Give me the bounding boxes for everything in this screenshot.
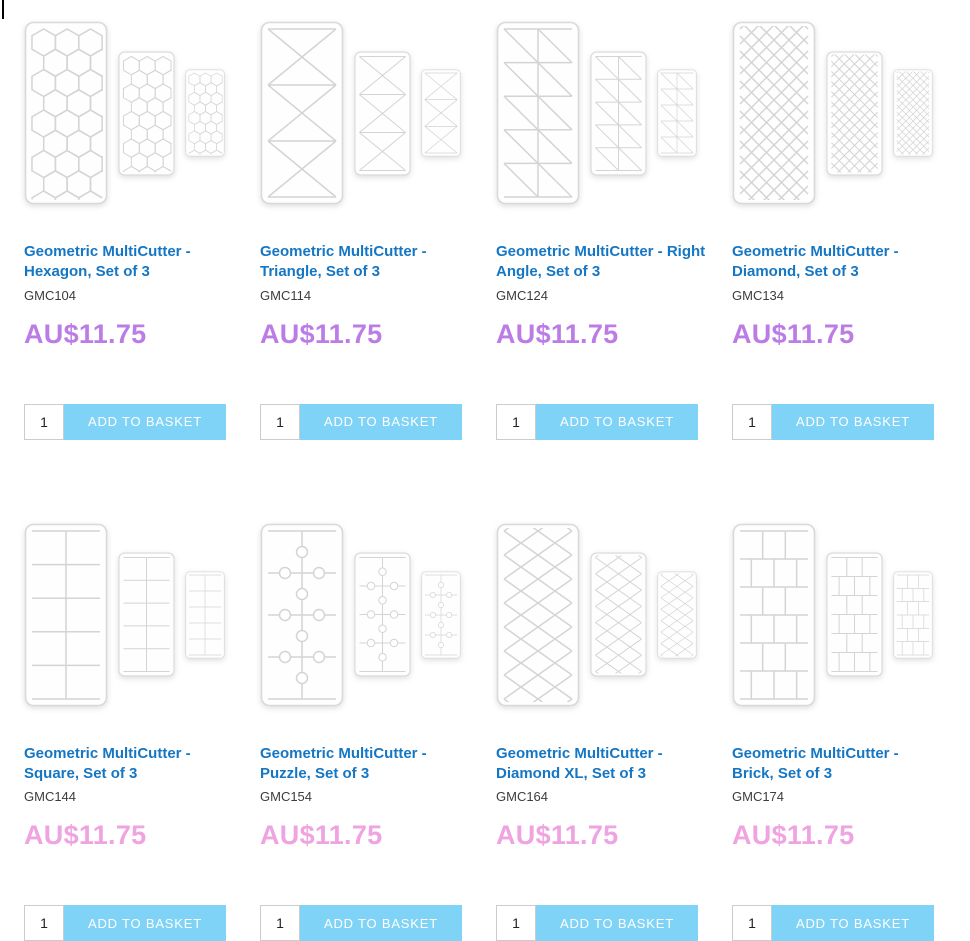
product-price: AU$11.75 [260,820,472,851]
buy-row: ADD TO BASKET [732,905,944,941]
brick-cutter-plate [732,523,816,707]
diamondxl-cutter-plate [657,571,697,659]
product-price: AU$11.75 [732,319,944,350]
product-sku: GMC124 [496,288,708,303]
product-card: Geometric MultiCutter - Right Angle, Set… [496,8,708,440]
product-sku: GMC114 [260,288,472,303]
diamondxl-cutter-plate [590,552,647,677]
rightangle-cutter-plate [657,69,697,157]
add-to-basket-button[interactable]: ADD TO BASKET [536,905,698,941]
hexagon-cutter-plate [118,51,175,176]
product-image [24,510,236,720]
square-cutter-plate [185,571,225,659]
product-price: AU$11.75 [24,319,236,350]
product-image-link[interactable] [24,510,236,720]
product-card: Geometric MultiCutter - Puzzle, Set of 3… [260,510,472,941]
diamond-cutter-plate [732,21,816,205]
product-price: AU$11.75 [496,319,708,350]
quantity-input[interactable] [260,404,300,440]
product-sku: GMC154 [260,789,472,804]
product-card: Geometric MultiCutter - Diamond, Set of … [732,8,944,440]
product-title-link[interactable]: Geometric MultiCutter - Square, Set of 3 [24,744,236,785]
square-cutter-plate [118,552,175,677]
product-sku: GMC104 [24,288,236,303]
product-sku: GMC174 [732,789,944,804]
product-image [496,510,708,720]
product-image-link[interactable] [496,510,708,720]
rightangle-cutter-plate [496,21,580,205]
product-title-link[interactable]: Geometric MultiCutter - Hexagon, Set of … [24,242,236,283]
diamondxl-cutter-plate [496,523,580,707]
add-to-basket-button[interactable]: ADD TO BASKET [772,905,934,941]
diamond-cutter-plate [893,69,933,157]
product-sku: GMC164 [496,789,708,804]
product-image [24,8,236,218]
product-image [260,8,472,218]
product-title-link[interactable]: Geometric MultiCutter - Diamond, Set of … [732,242,944,283]
product-image-link[interactable] [260,8,472,218]
triangle-cutter-plate [260,21,344,205]
diamond-cutter-plate [826,51,883,176]
product-sku: GMC134 [732,288,944,303]
puzzle-cutter-plate [260,523,344,707]
product-image-link[interactable] [496,8,708,218]
buy-row: ADD TO BASKET [24,404,236,440]
add-to-basket-button[interactable]: ADD TO BASKET [64,404,226,440]
triangle-cutter-plate [421,69,461,157]
hexagon-cutter-plate [185,69,225,157]
add-to-basket-button[interactable]: ADD TO BASKET [536,404,698,440]
buy-row: ADD TO BASKET [732,404,944,440]
product-image [732,510,944,720]
product-price: AU$11.75 [496,820,708,851]
product-title-link[interactable]: Geometric MultiCutter - Brick, Set of 3 [732,744,944,785]
product-image-link[interactable] [260,510,472,720]
product-price: AU$11.75 [732,820,944,851]
product-image-link[interactable] [24,8,236,218]
product-image-link[interactable] [732,510,944,720]
square-cutter-plate [24,523,108,707]
brick-cutter-plate [893,571,933,659]
quantity-input[interactable] [24,905,64,941]
add-to-basket-button[interactable]: ADD TO BASKET [300,404,462,440]
buy-row: ADD TO BASKET [260,404,472,440]
brick-cutter-plate [826,552,883,677]
product-image [260,510,472,720]
product-price: AU$11.75 [24,820,236,851]
product-card: Geometric MultiCutter - Hexagon, Set of … [24,8,236,440]
add-to-basket-button[interactable]: ADD TO BASKET [300,905,462,941]
triangle-cutter-plate [354,51,411,176]
cursor-artifact [2,0,4,19]
quantity-input[interactable] [496,905,536,941]
buy-row: ADD TO BASKET [260,905,472,941]
buy-row: ADD TO BASKET [24,905,236,941]
product-card: Geometric MultiCutter - Brick, Set of 3 … [732,510,944,941]
quantity-input[interactable] [260,905,300,941]
hexagon-cutter-plate [24,21,108,205]
buy-row: ADD TO BASKET [496,404,708,440]
product-card: Geometric MultiCutter - Diamond XL, Set … [496,510,708,941]
product-title-link[interactable]: Geometric MultiCutter - Triangle, Set of… [260,242,472,283]
product-image [732,8,944,218]
rightangle-cutter-plate [590,51,647,176]
product-card: Geometric MultiCutter - Square, Set of 3… [24,510,236,941]
quantity-input[interactable] [732,905,772,941]
quantity-input[interactable] [496,404,536,440]
add-to-basket-button[interactable]: ADD TO BASKET [772,404,934,440]
product-sku: GMC144 [24,789,236,804]
product-image [496,8,708,218]
product-price: AU$11.75 [260,319,472,350]
add-to-basket-button[interactable]: ADD TO BASKET [64,905,226,941]
quantity-input[interactable] [24,404,64,440]
quantity-input[interactable] [732,404,772,440]
product-card: Geometric MultiCutter - Triangle, Set of… [260,8,472,440]
product-title-link[interactable]: Geometric MultiCutter - Right Angle, Set… [496,242,708,283]
product-title-link[interactable]: Geometric MultiCutter - Puzzle, Set of 3 [260,744,472,785]
product-title-link[interactable]: Geometric MultiCutter - Diamond XL, Set … [496,744,708,785]
puzzle-cutter-plate [421,571,461,659]
product-image-link[interactable] [732,8,944,218]
puzzle-cutter-plate [354,552,411,677]
buy-row: ADD TO BASKET [496,905,708,941]
